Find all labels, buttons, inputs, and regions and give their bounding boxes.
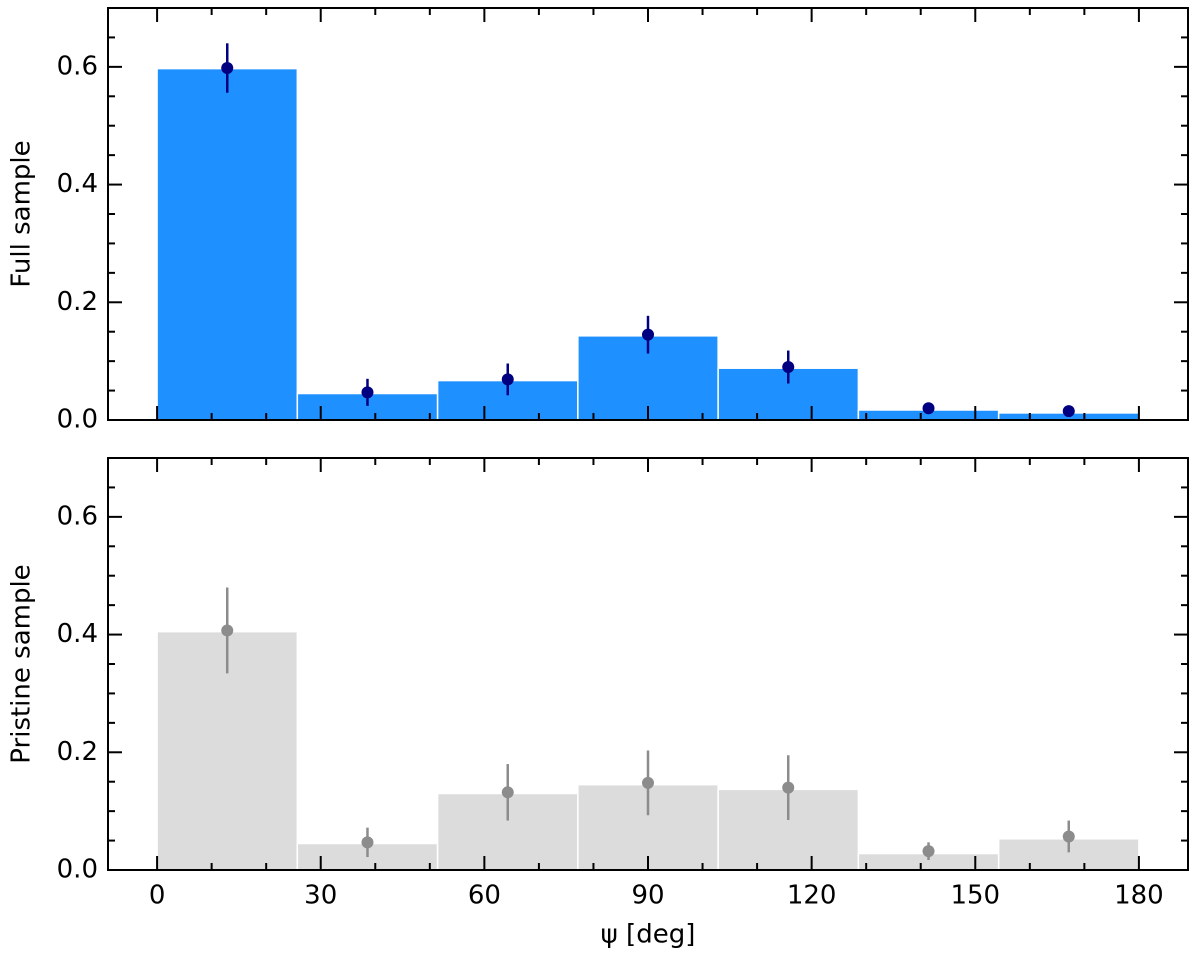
point: [361, 836, 374, 849]
point: [642, 776, 654, 789]
y-tick-label: 0.2: [57, 737, 98, 767]
x-axis-label: ψ [deg]: [601, 920, 696, 950]
y-axis-label: Full sample: [7, 140, 37, 287]
y-tick-label: 0.4: [57, 169, 98, 199]
y-tick-label: 0.0: [57, 855, 98, 885]
point: [221, 624, 234, 637]
bar: [156, 67, 299, 421]
point: [1062, 830, 1075, 843]
y-tick-label: 0.0: [57, 405, 98, 435]
point: [922, 845, 935, 858]
x-tick-label: 90: [631, 881, 664, 911]
x-tick-label: 150: [950, 881, 1000, 911]
x-tick-label: 60: [468, 881, 501, 911]
y-tick-label: 0.6: [57, 501, 98, 531]
x-tick-label: 0: [149, 881, 166, 911]
y-tick-label: 0.4: [57, 619, 98, 649]
x-tick-label: 180: [1114, 881, 1164, 911]
point: [501, 373, 514, 386]
point: [922, 402, 935, 415]
point: [782, 361, 795, 374]
x-tick-label: 30: [304, 881, 337, 911]
point: [361, 386, 374, 399]
point: [782, 781, 795, 794]
y-tick-label: 0.2: [57, 287, 98, 317]
point: [642, 328, 654, 341]
y-axis-label: Pristine sample: [7, 564, 37, 763]
point: [1062, 405, 1075, 418]
y-tick-label: 0.6: [57, 51, 98, 81]
bar: [717, 367, 860, 421]
point: [221, 62, 234, 75]
point: [501, 786, 514, 799]
x-tick-label: 120: [787, 881, 837, 911]
